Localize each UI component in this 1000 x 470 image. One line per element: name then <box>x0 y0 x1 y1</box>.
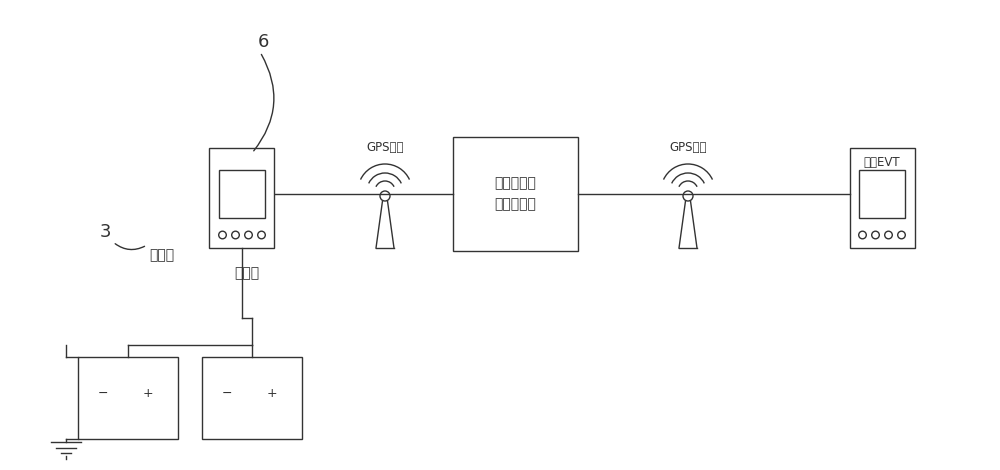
Text: 6: 6 <box>257 33 269 51</box>
Text: 蓄电池: 蓄电池 <box>149 248 175 262</box>
Bar <box>453 136 578 251</box>
Bar <box>859 170 905 218</box>
Bar <box>202 357 302 439</box>
Text: 显示屏: 显示屏 <box>234 266 260 280</box>
Text: GPS信号: GPS信号 <box>669 141 707 154</box>
Text: 手机EVT: 手机EVT <box>864 156 900 169</box>
Bar <box>850 148 915 248</box>
Bar <box>78 357 178 439</box>
Text: GPS信号: GPS信号 <box>366 141 404 154</box>
Bar <box>219 170 265 218</box>
Text: 3: 3 <box>99 223 111 241</box>
Text: −: − <box>98 387 108 400</box>
Text: +: + <box>267 387 277 400</box>
Text: 挖掘机控制
中心服务器: 挖掘机控制 中心服务器 <box>494 177 536 212</box>
Bar <box>209 148 274 248</box>
Text: +: + <box>143 387 153 400</box>
Text: −: − <box>222 387 232 400</box>
